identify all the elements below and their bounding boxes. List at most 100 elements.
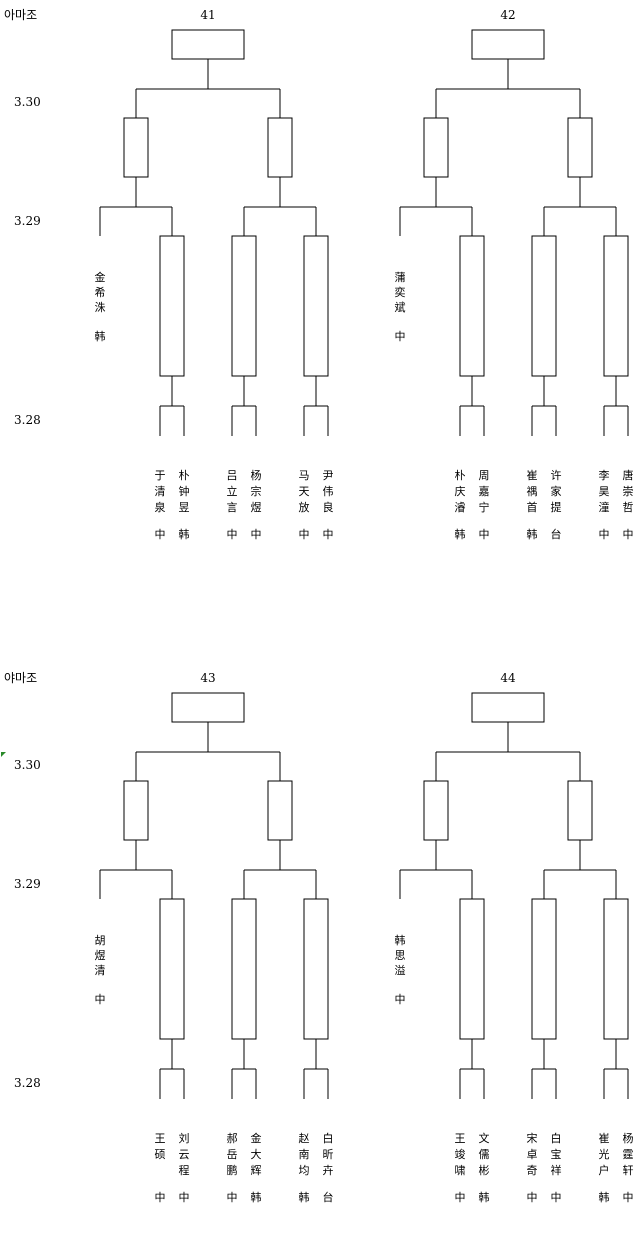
- seed-player-country: 韩: [95, 329, 106, 343]
- final-result-box: [171, 692, 245, 723]
- semifinal-box: [123, 117, 149, 178]
- seed-player-name: 韩思溢: [395, 933, 406, 977]
- round-of-16-box: [459, 235, 485, 377]
- player-country: 中: [227, 528, 238, 541]
- seed-player-name: 蒲奕斌: [395, 270, 406, 314]
- player-name: 赵南均: [299, 1131, 310, 1177]
- player-country: 中: [155, 528, 166, 541]
- round-date-label: 3.29: [14, 214, 41, 228]
- round-of-16-box: [459, 898, 485, 1040]
- seed-player-country: 中: [395, 330, 406, 343]
- seed-player-country: 中: [395, 993, 406, 1006]
- player-name: 马天放: [299, 469, 310, 514]
- player-name: 许家提: [551, 469, 562, 514]
- player-name: 白昕卉: [323, 1131, 334, 1177]
- player-country: 中: [155, 1191, 166, 1204]
- seed-player-country: 中: [95, 993, 106, 1006]
- player-country: 中: [623, 1191, 634, 1204]
- player-name: 刘云程: [179, 1132, 190, 1177]
- semifinal-box: [423, 117, 449, 178]
- player-name: 崔光户: [599, 1131, 610, 1177]
- player-name: 王硕: [155, 1132, 166, 1161]
- bracket-page-2: 야마조3.303.293.2843胡煜清中王硕中刘云程中郝岳鹏中金大辉韩赵南均韩…: [4, 671, 634, 1204]
- seed-player-name: 胡煜清: [95, 933, 106, 977]
- player-name: 王竣啸: [455, 1132, 466, 1177]
- round-of-16-box: [531, 898, 557, 1040]
- player-country: 韩: [527, 527, 538, 541]
- player-country: 中: [299, 528, 310, 541]
- bracket-page-1: 아마조3.303.293.2841金希洙韩于清泉中朴钟昱韩吕立言中杨宗煜中马天放…: [4, 8, 634, 541]
- match-number: 43: [200, 671, 215, 685]
- player-name: 宋卓奇: [527, 1131, 538, 1177]
- green-marker: [1, 752, 6, 757]
- round-date-label: 3.30: [14, 95, 41, 109]
- player-country: 中: [227, 1191, 238, 1204]
- player-name: 文儒彬: [479, 1131, 490, 1177]
- player-country: 中: [551, 1191, 562, 1204]
- match-number: 42: [500, 8, 515, 22]
- player-name: 唐崇哲: [623, 468, 634, 514]
- semifinal-box: [267, 780, 293, 841]
- group-label: 아마조: [4, 8, 37, 22]
- final-result-box: [471, 692, 545, 723]
- match-number: 41: [200, 8, 215, 22]
- player-country: 韩: [299, 1190, 310, 1204]
- semifinal-box: [423, 780, 449, 841]
- player-name: 朴庆濬: [455, 468, 466, 514]
- final-result-box: [471, 29, 545, 60]
- round-of-16-box: [303, 235, 329, 377]
- player-name: 郝岳鹏: [227, 1131, 238, 1177]
- player-name: 尹伟良: [323, 469, 334, 514]
- player-country: 中: [599, 528, 610, 541]
- group-label: 야마조: [4, 671, 37, 685]
- round-of-16-box: [603, 235, 629, 377]
- round-date-label: 3.28: [14, 413, 41, 427]
- player-name: 白宝祥: [551, 1131, 562, 1177]
- player-name: 周嘉宁: [479, 469, 490, 514]
- round-of-16-box: [303, 898, 329, 1040]
- round-of-16-box: [159, 235, 185, 377]
- player-country: 中: [251, 528, 262, 541]
- player-country: 韩: [251, 1190, 262, 1204]
- player-name: 李昊潼: [599, 468, 610, 514]
- round-of-16-box: [231, 898, 257, 1040]
- semifinal-box: [567, 117, 593, 178]
- player-name: 于清泉: [155, 469, 166, 514]
- round-of-16-box: [531, 235, 557, 377]
- semifinal-box: [567, 780, 593, 841]
- player-name: 朴钟昱: [179, 468, 190, 514]
- round-date-label: 3.29: [14, 877, 41, 891]
- round-of-16-box: [159, 898, 185, 1040]
- player-name: 金大辉: [251, 1131, 262, 1177]
- final-result-box: [171, 29, 245, 60]
- round-of-16-box: [231, 235, 257, 377]
- semifinal-box: [123, 780, 149, 841]
- semifinal-box: [267, 117, 293, 178]
- player-name: 杨霆轩: [623, 1131, 634, 1177]
- player-country: 中: [455, 1191, 466, 1204]
- player-country: 中: [179, 1191, 190, 1204]
- player-country: 韩: [599, 1190, 610, 1204]
- player-name: 吕立言: [227, 469, 238, 514]
- player-name: 杨宗煜: [251, 468, 262, 514]
- player-country: 台: [551, 527, 562, 541]
- round-of-16-box: [603, 898, 629, 1040]
- player-country: 韩: [479, 1190, 490, 1204]
- player-country: 台: [323, 1190, 334, 1204]
- player-name: 崔禑首: [527, 468, 538, 514]
- round-date-label: 3.30: [14, 758, 41, 772]
- match-number: 44: [500, 671, 516, 685]
- player-country: 中: [527, 1191, 538, 1204]
- seed-player-name: 金希洙: [95, 270, 106, 314]
- player-country: 韩: [179, 527, 190, 541]
- player-country: 中: [323, 528, 334, 541]
- player-country: 韩: [455, 527, 466, 541]
- round-date-label: 3.28: [14, 1076, 41, 1090]
- player-country: 中: [479, 528, 490, 541]
- player-country: 中: [623, 528, 634, 541]
